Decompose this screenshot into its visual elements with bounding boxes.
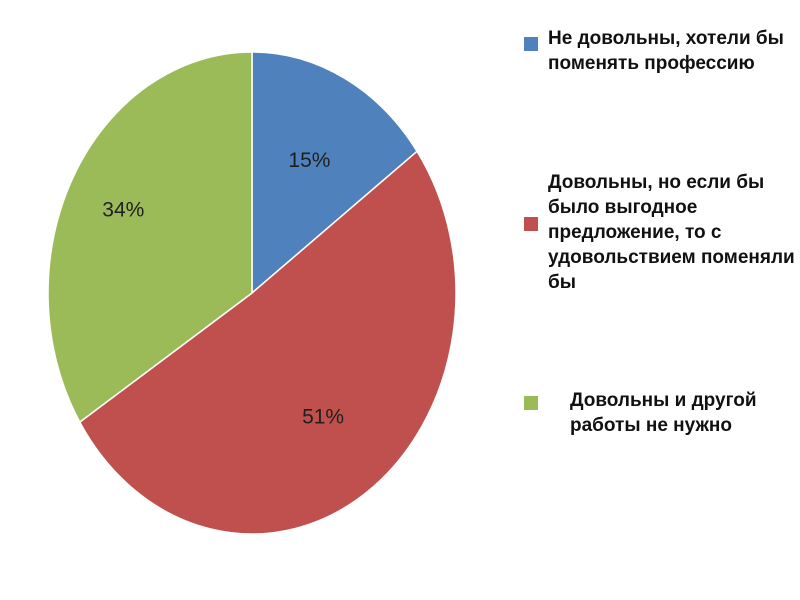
pie-chart: 15% 51% 34% bbox=[47, 51, 457, 535]
slice-satisfied-but-would-change bbox=[78, 150, 457, 535]
legend-label-satisfied: Довольны и другой работы не нужно bbox=[570, 390, 757, 436]
legend-item-satisfied: Довольны и другой работы не нужно bbox=[524, 388, 800, 438]
legend-swatch-not-satisfied bbox=[524, 37, 538, 51]
pie-slices bbox=[47, 51, 457, 535]
slice-satisfied bbox=[47, 51, 253, 424]
slice-label-satisfied-but-would-change: 51% bbox=[302, 406, 344, 429]
slice-label-not-satisfied: 15% bbox=[288, 149, 330, 172]
legend-swatch-satisfied-but-would-change bbox=[524, 217, 538, 231]
slice-not-satisfied bbox=[251, 51, 419, 295]
legend-label-not-satisfied: Не довольны, хотели бы поменять професси… bbox=[548, 28, 784, 74]
legend-swatch-satisfied bbox=[524, 396, 538, 410]
legend-item-satisfied-but-would-change: Довольны, но если бы было выгодное предл… bbox=[524, 170, 800, 295]
legend-label-satisfied-but-would-change: Довольны, но если бы было выгодное предл… bbox=[548, 172, 795, 293]
slice-label-satisfied: 34% bbox=[102, 198, 144, 221]
legend-item-not-satisfied: Не довольны, хотели бы поменять професси… bbox=[524, 26, 794, 76]
pie-slice-labels: 15% 51% 34% bbox=[102, 149, 344, 429]
